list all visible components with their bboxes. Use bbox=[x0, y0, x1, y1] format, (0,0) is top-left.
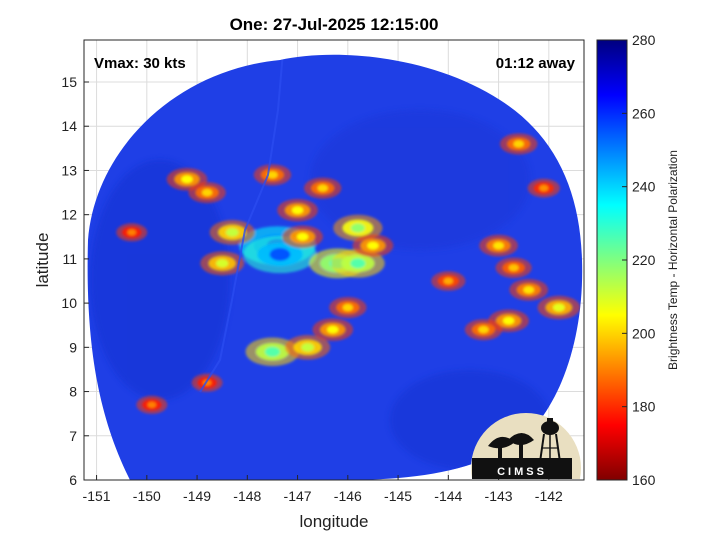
chart-title: One: 27-Jul-2025 12:15:00 bbox=[230, 15, 439, 34]
feature-core bbox=[225, 228, 239, 237]
feature-core bbox=[147, 401, 157, 408]
y-tick-label: 14 bbox=[61, 118, 77, 134]
x-tick-label: -145 bbox=[384, 488, 412, 504]
colorbar-tick-label: 220 bbox=[632, 252, 656, 268]
logo-building bbox=[472, 458, 572, 479]
colorbar-tick-label: 280 bbox=[632, 32, 656, 48]
y-tick-label: 15 bbox=[61, 74, 77, 90]
y-tick-label: 7 bbox=[69, 428, 77, 444]
x-axis-label: longitude bbox=[299, 512, 368, 531]
y-tick-label: 9 bbox=[69, 339, 77, 355]
feature-core bbox=[296, 232, 309, 241]
x-tick-label: -151 bbox=[83, 488, 111, 504]
y-tick-label: 12 bbox=[61, 207, 77, 223]
colorbar-tick-label: 200 bbox=[632, 325, 656, 341]
colorbar-tick-label: 180 bbox=[632, 399, 656, 415]
brightness-features bbox=[116, 133, 581, 414]
feature-core bbox=[443, 277, 454, 285]
feature-core bbox=[508, 264, 519, 272]
feature-core bbox=[181, 175, 193, 184]
cimss-logo: CIMSS bbox=[471, 413, 581, 479]
feature-core bbox=[552, 303, 565, 312]
x-axis-ticks: -151 -150 -149 -148 -147 -146 -145 -144 -143 -142 bbox=[83, 475, 563, 504]
x-tick-label: -150 bbox=[133, 488, 161, 504]
feature-core bbox=[327, 325, 339, 334]
feature-core bbox=[493, 241, 505, 250]
feature-core bbox=[269, 248, 291, 261]
colorbar-label: Brightness Temp - Horizontal Polarizatio… bbox=[666, 150, 680, 370]
feature-core bbox=[301, 343, 314, 352]
colorbar-tick-label: 260 bbox=[632, 105, 656, 121]
x-tick-label: -149 bbox=[183, 488, 211, 504]
logo-tower bbox=[539, 418, 561, 463]
feature-core bbox=[523, 286, 535, 294]
feature-core bbox=[513, 140, 524, 148]
feature-core bbox=[502, 316, 515, 325]
feature-core bbox=[342, 303, 354, 312]
colorbar-tick-label: 160 bbox=[632, 472, 656, 488]
feature-core bbox=[317, 184, 328, 192]
feature-core bbox=[291, 206, 304, 215]
feature-core bbox=[264, 346, 281, 357]
x-tick-label: -147 bbox=[284, 488, 312, 504]
feature-core bbox=[127, 229, 137, 236]
y-tick-label: 13 bbox=[61, 162, 77, 178]
feature-core bbox=[350, 258, 366, 269]
colorbar-ticks: 160 180 200 220 240 260 280 bbox=[622, 32, 656, 488]
x-tick-label: -144 bbox=[434, 488, 462, 504]
y-tick-label: 8 bbox=[69, 384, 77, 400]
feature-core bbox=[350, 223, 365, 233]
x-tick-label: -142 bbox=[535, 488, 563, 504]
colorbar-tick-label: 240 bbox=[632, 179, 656, 195]
feature-core bbox=[267, 171, 278, 179]
logo-text: CIMSS bbox=[497, 466, 547, 478]
logo-dishes bbox=[488, 433, 534, 460]
y-axis-label: latitude bbox=[33, 233, 52, 288]
time-away-annotation: 01:12 away bbox=[496, 55, 576, 72]
scan-seam bbox=[199, 54, 284, 393]
y-axis-ticks: 6 7 8 9 10 11 12 13 14 15 bbox=[61, 74, 89, 488]
y-tick-label: 6 bbox=[69, 472, 77, 488]
satellite-swath bbox=[87, 54, 583, 480]
y-tick-label: 10 bbox=[61, 295, 77, 311]
x-tick-label: -143 bbox=[485, 488, 513, 504]
feature-core bbox=[539, 184, 549, 192]
axes-box bbox=[83, 39, 585, 481]
feature-core bbox=[216, 259, 229, 268]
y-tick-label: 11 bbox=[62, 251, 77, 267]
feature-core bbox=[367, 241, 379, 250]
feature-core bbox=[201, 188, 213, 197]
x-tick-label: -148 bbox=[233, 488, 261, 504]
x-tick-label: -146 bbox=[334, 488, 362, 504]
vmax-annotation: Vmax: 30 kts bbox=[94, 55, 186, 72]
feature-core bbox=[478, 326, 489, 334]
